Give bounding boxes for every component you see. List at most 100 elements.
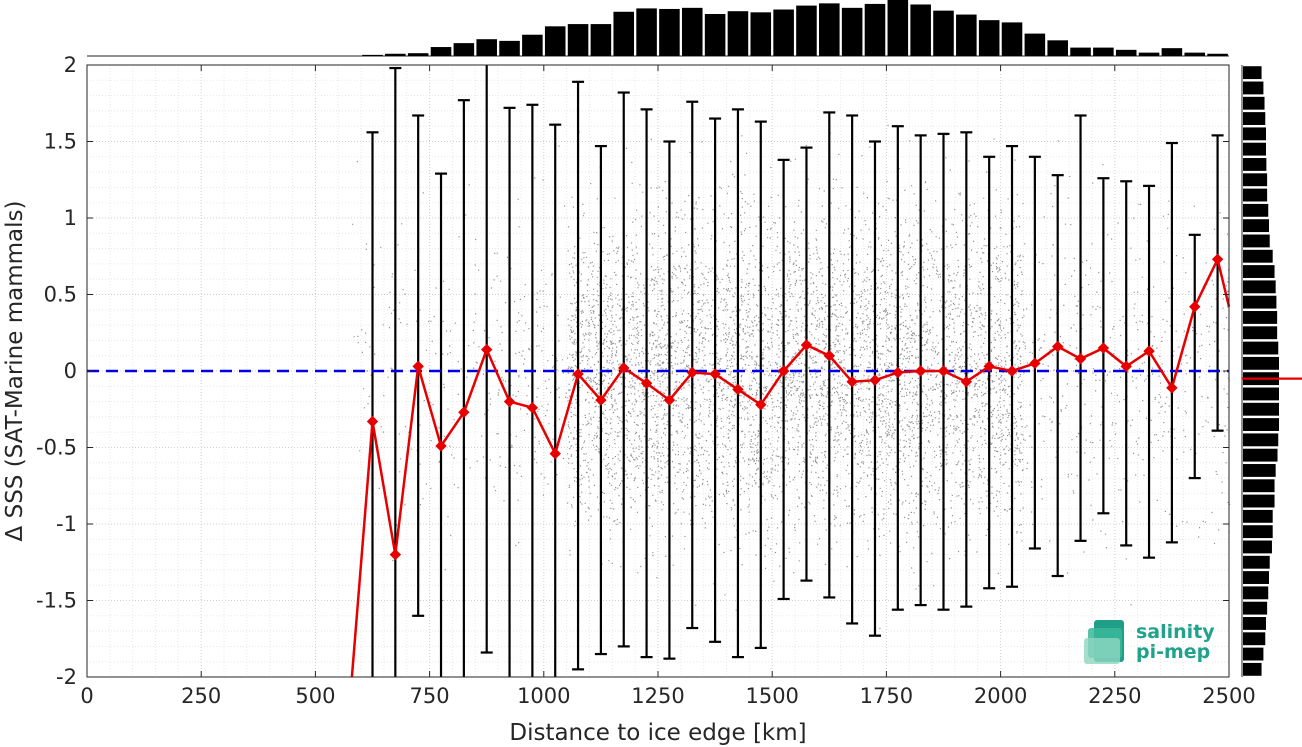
- right-histogram-bar: [1243, 158, 1267, 171]
- mean-line-path: [350, 255, 1231, 678]
- top-histogram-bar: [636, 8, 657, 56]
- right-histogram-bar: [1243, 96, 1265, 110]
- mean-point-marker: [983, 360, 995, 373]
- top-histogram-bar: [613, 11, 635, 56]
- logo-line-1: salinity: [1136, 621, 1215, 643]
- mean-point-marker: [480, 343, 493, 356]
- right-histogram-bar: [1243, 464, 1276, 477]
- x-tick-label: 1500: [745, 684, 798, 708]
- top-histogram-bar: [910, 4, 931, 57]
- top-histogram-bar: [887, 0, 909, 56]
- right-histogram-bar: [1243, 494, 1275, 508]
- top-histogram-bar: [407, 53, 429, 56]
- top-histogram-bar: [659, 8, 680, 57]
- y-tick-label: 1.5: [44, 130, 77, 154]
- y-tick-label: -0.5: [36, 436, 77, 460]
- right-histogram-bar: [1243, 280, 1276, 294]
- right-histogram-bar: [1243, 647, 1264, 661]
- top-histogram-bar: [1070, 47, 1091, 56]
- right-histogram-bar: [1243, 433, 1279, 447]
- top-histogram-bar: [544, 26, 566, 56]
- mean-point-marker: [503, 395, 516, 408]
- y-tick-label: -2: [56, 665, 77, 689]
- mean-point-marker: [755, 398, 767, 411]
- right-histogram-bar: [1243, 295, 1277, 309]
- right-histogram-bar: [1243, 173, 1268, 187]
- x-tick-label: 250: [181, 684, 221, 708]
- top-histogram-bar: [704, 14, 726, 56]
- right-histogram-bar: [1243, 234, 1270, 248]
- scatter-points: [352, 124, 1231, 630]
- top-histogram-bar: [590, 24, 612, 56]
- right-histogram-bar: [1243, 540, 1272, 554]
- top-histogram-bar: [681, 7, 703, 56]
- y-tick-label: 1: [64, 206, 77, 230]
- mean-point-marker: [366, 415, 379, 428]
- mean-point-marker: [800, 339, 813, 351]
- mean-point-marker: [960, 376, 973, 388]
- mean-point-marker: [663, 394, 676, 406]
- mean-point-marker: [937, 365, 950, 377]
- mean-point-marker: [1051, 340, 1064, 353]
- x-tick-label: 750: [410, 684, 450, 708]
- right-histogram-bar: [1243, 112, 1266, 125]
- right-histogram-bar: [1243, 311, 1278, 324]
- right-histogram-bar: [1243, 387, 1279, 401]
- mean-point-marker: [458, 406, 470, 419]
- top-histogram-bar: [430, 47, 452, 56]
- top-histogram-bar: [1093, 47, 1114, 56]
- top-histogram-bar: [385, 53, 406, 56]
- logo-line-2: pi-mep: [1136, 641, 1210, 663]
- top-histogram-bar: [978, 20, 1000, 56]
- right-histogram-bar: [1243, 617, 1267, 630]
- top-histogram-bar: [1047, 40, 1068, 56]
- mean-point-marker: [1120, 360, 1132, 373]
- top-histogram-bar: [727, 11, 749, 56]
- mean-point-marker: [640, 377, 653, 389]
- top-histogram-bar: [773, 9, 794, 56]
- x-tick-label: 1250: [631, 684, 684, 708]
- mean-point-marker: [1074, 353, 1087, 365]
- top-histogram-bar: [522, 34, 543, 56]
- top-histogram-bar: [956, 14, 977, 56]
- right-histogram-bar: [1243, 66, 1262, 80]
- mean-point-marker: [869, 374, 881, 386]
- top-histogram-bar: [1001, 22, 1023, 56]
- x-tick-label: 500: [295, 684, 335, 708]
- right-histogram-bar: [1243, 265, 1275, 278]
- right-histogram-bar: [1243, 356, 1279, 370]
- top-histogram-bar: [453, 43, 475, 56]
- x-tick-label: 1750: [860, 684, 913, 708]
- right-histogram-bar: [1243, 601, 1268, 615]
- y-tick-label: -1.5: [36, 589, 77, 613]
- x-tick-label: 0: [80, 684, 93, 708]
- top-histogram-bar: [1184, 52, 1206, 56]
- top-histogram-bar: [933, 10, 954, 57]
- y-tick-label: 0.5: [44, 283, 77, 307]
- mean-point-marker: [526, 402, 539, 414]
- top-histogram-bar: [567, 24, 589, 56]
- right-histogram-bar: [1243, 418, 1279, 431]
- mean-point-marker: [823, 349, 836, 362]
- mean-point-marker: [412, 360, 424, 373]
- mean-point-marker: [892, 366, 904, 379]
- mean-point-marker: [1143, 345, 1155, 357]
- top-histogram-bar: [750, 12, 772, 56]
- right-histogram-bar: [1243, 326, 1278, 340]
- mean-point-marker: [1029, 357, 1041, 370]
- x-tick-label: 2000: [974, 684, 1027, 708]
- x-tick-label: 1000: [517, 684, 570, 708]
- right-histogram-bar: [1243, 509, 1273, 523]
- top-histogram-bar: [362, 54, 383, 56]
- right-histogram-bar: [1243, 142, 1267, 156]
- top-histogram-bar: [819, 3, 840, 56]
- x-axis-label: Distance to ice edge [km]: [509, 720, 806, 746]
- top-histogram-bar: [499, 40, 520, 56]
- right-histogram-bar: [1243, 448, 1278, 462]
- right-histogram-bar: [1243, 586, 1269, 600]
- mean-point-marker: [1097, 342, 1110, 354]
- right-histogram-bar: [1243, 81, 1264, 95]
- right-histogram-bar: [1243, 219, 1269, 233]
- right-histogram-bar: [1243, 341, 1279, 355]
- salinity-pi-mep-logo: salinity pi-mep: [1084, 620, 1215, 664]
